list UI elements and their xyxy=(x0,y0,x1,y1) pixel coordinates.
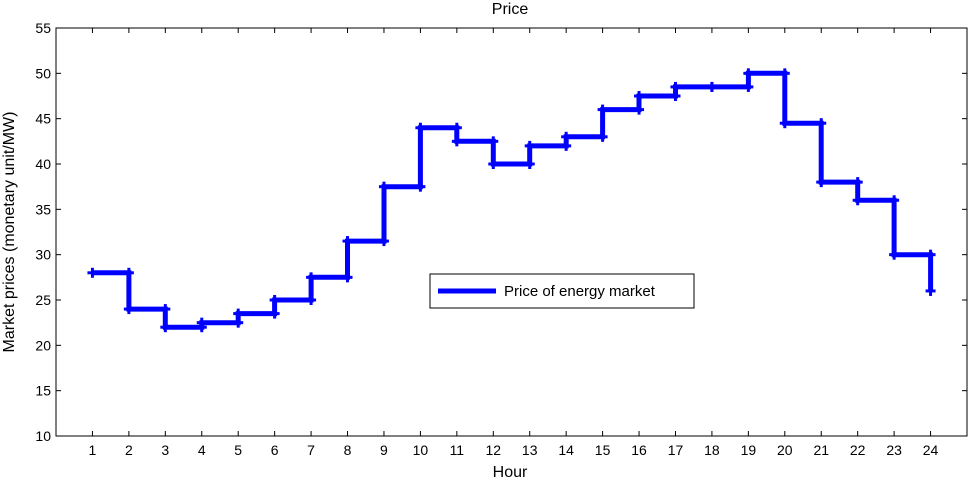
x-tick-label: 14 xyxy=(558,442,574,458)
x-tick-label: 13 xyxy=(522,442,538,458)
x-tick-label: 7 xyxy=(307,442,315,458)
data-point-marker xyxy=(524,159,535,169)
y-tick-label: 55 xyxy=(35,20,51,36)
data-point-marker xyxy=(233,308,244,319)
data-point-marker xyxy=(306,272,317,283)
data-point-marker xyxy=(451,122,462,133)
x-tick-label: 20 xyxy=(777,442,793,458)
data-point-marker xyxy=(123,267,134,278)
x-tick-label: 8 xyxy=(344,442,352,458)
data-point-marker xyxy=(743,81,754,92)
data-point-marker xyxy=(670,81,681,92)
data-point-marker xyxy=(233,317,244,328)
data-point-marker xyxy=(524,140,535,151)
x-tick-label: 21 xyxy=(813,442,829,458)
series-layer xyxy=(87,68,936,333)
y-axis-label: Market prices (monetary unit/MW) xyxy=(1,112,18,353)
x-tick-label: 2 xyxy=(125,442,133,458)
data-point-marker xyxy=(561,131,572,142)
x-tick-label: 12 xyxy=(485,442,501,458)
y-tick-label: 35 xyxy=(35,201,51,217)
data-point-marker xyxy=(269,295,280,305)
plot-area xyxy=(55,27,968,437)
x-axis-label: Hour xyxy=(493,464,528,481)
data-point-marker xyxy=(779,118,790,129)
x-tick-label: 10 xyxy=(413,442,429,458)
x-tick-label: 16 xyxy=(631,442,647,458)
data-point-marker xyxy=(415,181,426,192)
y-tick-label: 10 xyxy=(35,428,51,444)
data-point-marker xyxy=(925,249,936,260)
x-axis-ticks: 1 2 3 4 5 6 7 8 9 10 11 12 13 14 15 16 17 18 19 20 21 22 23 24 xyxy=(89,28,939,458)
x-tick-label: 11 xyxy=(450,442,465,458)
data-point-marker xyxy=(597,104,608,115)
data-point-marker xyxy=(342,272,353,283)
data-point-marker xyxy=(634,104,645,115)
data-point-marker xyxy=(415,122,426,133)
x-tick-label: 3 xyxy=(161,442,169,458)
x-tick-label: 19 xyxy=(741,442,757,458)
data-point-marker xyxy=(670,91,681,101)
x-tick-label: 23 xyxy=(886,442,902,458)
data-point-marker xyxy=(889,195,900,206)
x-tick-label: 15 xyxy=(595,442,611,458)
x-tick-label: 6 xyxy=(271,442,279,458)
data-point-marker xyxy=(488,136,499,147)
x-tick-label: 18 xyxy=(704,442,720,458)
data-point-marker xyxy=(306,295,317,305)
data-point-marker xyxy=(196,317,207,328)
x-tick-label: 4 xyxy=(198,442,206,458)
data-point-marker xyxy=(269,308,280,319)
data-point-marker xyxy=(160,304,171,315)
x-tick-label: 5 xyxy=(234,442,242,458)
data-point-marker xyxy=(342,236,353,247)
legend-label: Price of energy market xyxy=(504,283,656,300)
legend: Price of energy market xyxy=(429,273,695,309)
data-point-marker xyxy=(561,140,572,151)
y-tick-label: 15 xyxy=(35,383,51,399)
chart-title: Price xyxy=(492,1,529,18)
y-axis-ticks: 10 15 20 25 30 35 40 45 50 55 xyxy=(35,20,967,444)
data-point-marker xyxy=(451,136,462,147)
data-point-marker xyxy=(87,267,98,278)
y-tick-label: 20 xyxy=(35,337,51,353)
y-tick-label: 45 xyxy=(35,111,51,127)
x-tick-label: 24 xyxy=(923,442,939,458)
data-point-marker xyxy=(925,285,936,296)
data-point-marker xyxy=(889,249,900,260)
data-point-marker xyxy=(816,177,827,188)
data-point-marker xyxy=(160,322,171,333)
data-point-marker xyxy=(597,131,608,142)
data-point-marker xyxy=(378,236,389,247)
data-point-marker xyxy=(706,81,717,92)
y-tick-label: 30 xyxy=(35,247,51,263)
data-point-marker xyxy=(743,68,754,79)
data-point-marker xyxy=(816,118,827,129)
x-tick-label: 9 xyxy=(380,442,388,458)
x-tick-label: 1 xyxy=(89,442,97,458)
x-tick-label: 22 xyxy=(850,442,866,458)
data-point-marker xyxy=(852,177,863,188)
data-point-marker xyxy=(779,68,790,79)
data-point-marker xyxy=(378,181,389,192)
data-point-marker xyxy=(123,304,134,315)
y-tick-label: 40 xyxy=(35,156,51,172)
y-tick-label: 25 xyxy=(35,292,51,308)
x-tick-label: 17 xyxy=(668,442,684,458)
data-point-marker xyxy=(634,91,645,101)
y-tick-label: 50 xyxy=(35,65,51,81)
data-point-marker xyxy=(488,159,499,169)
data-point-marker xyxy=(852,195,863,206)
